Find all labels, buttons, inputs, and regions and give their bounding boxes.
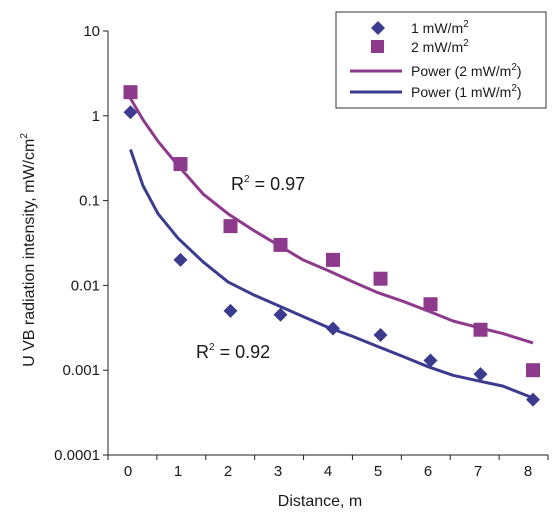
r2-annotation-blue: R2 = 0.92 <box>196 342 270 362</box>
data-point-2mw <box>223 219 238 234</box>
x-tick-label: 3 <box>274 463 282 480</box>
y-tick-label: 0.1 <box>79 193 100 210</box>
data-point-2mw <box>173 157 188 172</box>
plot-axes <box>107 31 548 456</box>
legend-label-2mw: 2 mW/m2 <box>411 38 469 55</box>
x-tick-label: 8 <box>524 463 532 480</box>
data-point-2mw <box>526 363 540 378</box>
data-point-1mw <box>473 367 488 382</box>
y-tick-label: 0.0001 <box>54 447 100 464</box>
legend-label-power-1mw: Power (1 mW/m2) <box>411 83 522 100</box>
x-tick-label: 5 <box>374 463 382 480</box>
y-tick-label: 0.01 <box>71 277 100 294</box>
y-tick-label: 0.001 <box>62 362 100 379</box>
legend-label-1mw: 1 mW/m2 <box>411 19 469 36</box>
r2-annotation-purple: R2 = 0.97 <box>231 174 305 194</box>
data-point-1mw <box>273 307 288 322</box>
x-tick-label: 6 <box>424 463 432 480</box>
data-point-1mw <box>173 252 188 267</box>
data-point-2mw <box>473 322 488 337</box>
data-point-2mw <box>373 271 388 286</box>
x-tick-label: 7 <box>474 463 482 480</box>
data-point-2mw <box>326 252 340 267</box>
data-point-1mw <box>223 303 238 318</box>
y-axis-title-text: U VB radiation intensity, mW/cm <box>21 139 38 367</box>
data-point-1mw <box>373 328 388 343</box>
x-tick-label: 2 <box>224 463 232 480</box>
data-point-2mw <box>423 297 438 312</box>
x-axis-ticks: 0 1 2 3 4 5 6 7 8 <box>107 455 549 480</box>
x-tick-label: 4 <box>324 463 332 480</box>
data-point-1mw <box>123 105 138 120</box>
legend-label-power-2mw: Power (2 mW/m2) <box>411 62 522 79</box>
x-axis-title: Distance, m <box>278 493 362 510</box>
legend-marker-diamond <box>371 21 385 35</box>
y-axis-title-sup: 2 <box>19 133 30 139</box>
data-point-2mw <box>273 237 288 252</box>
y-axis-title: U VB radiation intensity, mW/cm2 <box>19 133 38 367</box>
legend: 1 mW/m2 2 mW/m2 Power (2 mW/m2) Power (1… <box>335 11 547 109</box>
x-tick-label: 1 <box>174 463 182 480</box>
y-axis-ticks: 0.0001 0.001 0.01 0.1 1 10 <box>54 23 108 464</box>
trendline-power-2mw <box>129 97 534 345</box>
trendline-power-1mw <box>129 149 534 400</box>
x-tick-label: 0 <box>124 463 132 480</box>
y-tick-label: 10 <box>83 23 100 40</box>
data-point-2mw <box>123 85 138 100</box>
data-point-1mw <box>526 392 540 407</box>
data-point-1mw <box>326 321 340 336</box>
data-point-1mw <box>423 353 438 368</box>
trendlines <box>129 97 534 400</box>
legend-marker-square <box>371 40 384 53</box>
y-tick-label: 1 <box>92 108 100 125</box>
data-points <box>123 85 540 407</box>
